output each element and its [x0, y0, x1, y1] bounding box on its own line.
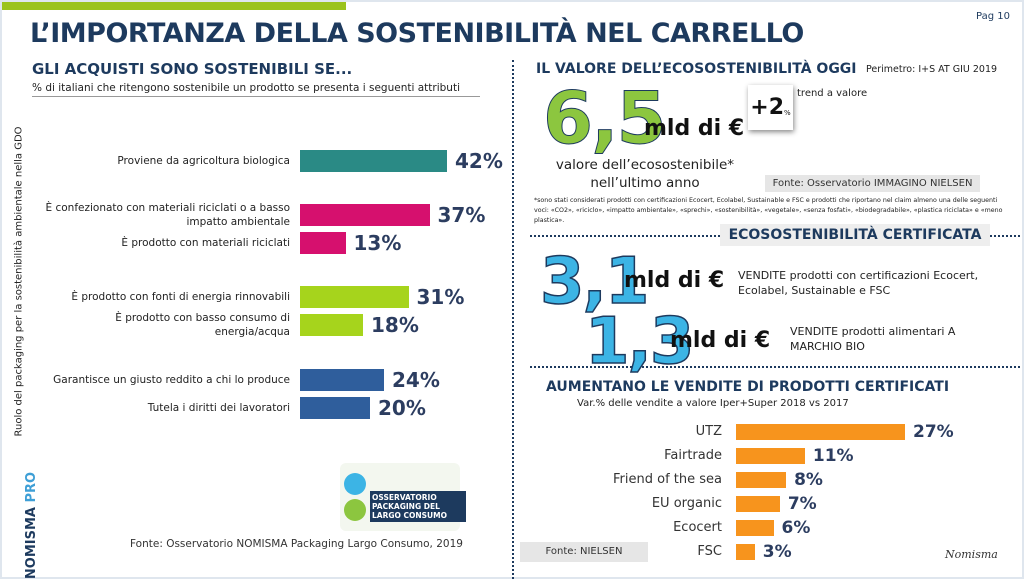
category-label: Garantisce un giusto reddito a chi lo pr… [53, 374, 290, 386]
trend-box: +2% [748, 85, 793, 130]
bar [736, 424, 906, 440]
bar [300, 286, 409, 308]
bar [300, 397, 370, 419]
bar [736, 520, 774, 536]
bar [300, 150, 447, 172]
logo-icon [344, 473, 366, 495]
cert-text: VENDITE prodotti con certificazioni Ecoc… [738, 269, 979, 297]
category-label: UTZ [695, 424, 722, 439]
value-label: 3% [762, 541, 792, 562]
brand: NOMISMA PRO [24, 472, 39, 579]
bar [300, 204, 430, 226]
value-label: 11% [812, 445, 854, 466]
chart-source: Fonte: Osservatorio NOMISMA Packaging La… [130, 538, 463, 550]
category-label: È confezionato con materiali riciclati o… [45, 202, 291, 228]
trend-unit: % [784, 108, 791, 117]
section-title: ECOSOSTENIBILITÀ CERTIFICATA [720, 224, 990, 246]
value-label: 18% [371, 313, 419, 337]
logo: OSSERVATORIO PACKAGING DEL LARGO CONSUMO [340, 463, 466, 531]
value-label: 27% [913, 421, 954, 442]
value-label: 20% [378, 396, 426, 420]
value-label: 31% [416, 285, 465, 309]
big-number: 1,3 [584, 305, 695, 379]
category-label: È prodotto con basso consumo di energia/… [115, 312, 290, 338]
big-number: 6,5 [543, 76, 668, 160]
value-label: 8% [794, 469, 823, 490]
slide-title: L’IMPORTANZA DELLA SOSTENIBILITÀ NEL CAR… [30, 18, 804, 49]
perimeter: Perimetro: I+S AT GIU 2019 [866, 64, 998, 75]
bar [736, 448, 805, 464]
side-label: Ruolo del packaging per la sostenibilità… [13, 126, 25, 437]
category-label: È prodotto con fonti di energia rinnovab… [71, 291, 290, 303]
category-label: Friend of the sea [613, 472, 722, 487]
bar [300, 369, 384, 391]
bar [736, 472, 787, 488]
bar [300, 232, 346, 254]
chart-subtitle: % di italiani che ritengono sostenibile … [32, 82, 480, 97]
value-label: 24% [392, 368, 440, 392]
signature: Nomisma [945, 548, 998, 561]
chart-title: AUMENTANO LE VENDITE DI PRODOTTI CERTIFI… [546, 379, 950, 395]
category-label: Fairtrade [664, 448, 722, 463]
brand-sub: PRO [24, 471, 40, 503]
section-title: IL VALORE DELL’ECOSOSTENIBILITÀ OGGI [536, 61, 857, 77]
value-label: 7% [787, 493, 817, 514]
category-label: EU organic [651, 496, 722, 511]
unit: mld di € [624, 268, 725, 293]
bar [736, 544, 755, 560]
value-label: 42% [455, 149, 503, 173]
brand-main: NOMISMA [24, 507, 40, 579]
chart-subtitle: Var.% delle vendite a valore Iper+Super … [577, 398, 849, 409]
bio-text: VENDITE prodotti alimentari A MARCHIO BI… [790, 325, 956, 353]
page-number: Pag 10 [976, 11, 1010, 22]
separator [512, 60, 514, 579]
source-box: Fonte: NIELSEN [520, 542, 648, 562]
header-band [0, 0, 346, 10]
separator [530, 366, 1020, 368]
value-label: 6% [781, 517, 811, 538]
bar [300, 314, 363, 336]
category-label: È prodotto con materiali riciclati [121, 237, 290, 249]
big-number: 3,1 [539, 245, 650, 319]
category-label: Ecocert [673, 520, 722, 535]
value-label: 13% [353, 231, 402, 255]
chart-title: GLI ACQUISTI SONO SOSTENIBILI SE... [32, 60, 353, 78]
value-label: 37% [437, 203, 486, 227]
category-label: Proviene da agricoltura biologica [117, 155, 290, 167]
trend-label: trend a valore [797, 88, 868, 99]
unit: mld di € [644, 116, 745, 141]
logo-icon [344, 499, 366, 521]
source-box: Fonte: Osservatorio IMMAGINO NIELSEN [765, 175, 980, 192]
category-label: Tutela i diritti dei lavoratori [147, 402, 290, 414]
logo-text: OSSERVATORIO PACKAGING DEL LARGO CONSUMO [370, 491, 466, 522]
value-caption: valore dell’ecosostenibile* nell’ultimo … [555, 157, 735, 191]
unit: mld di € [670, 328, 771, 353]
category-label: FSC [697, 544, 722, 559]
bar [736, 496, 780, 512]
trend-value: +2 [750, 95, 785, 120]
footnote: *sono stati considerati prodotti con cer… [534, 197, 1003, 224]
